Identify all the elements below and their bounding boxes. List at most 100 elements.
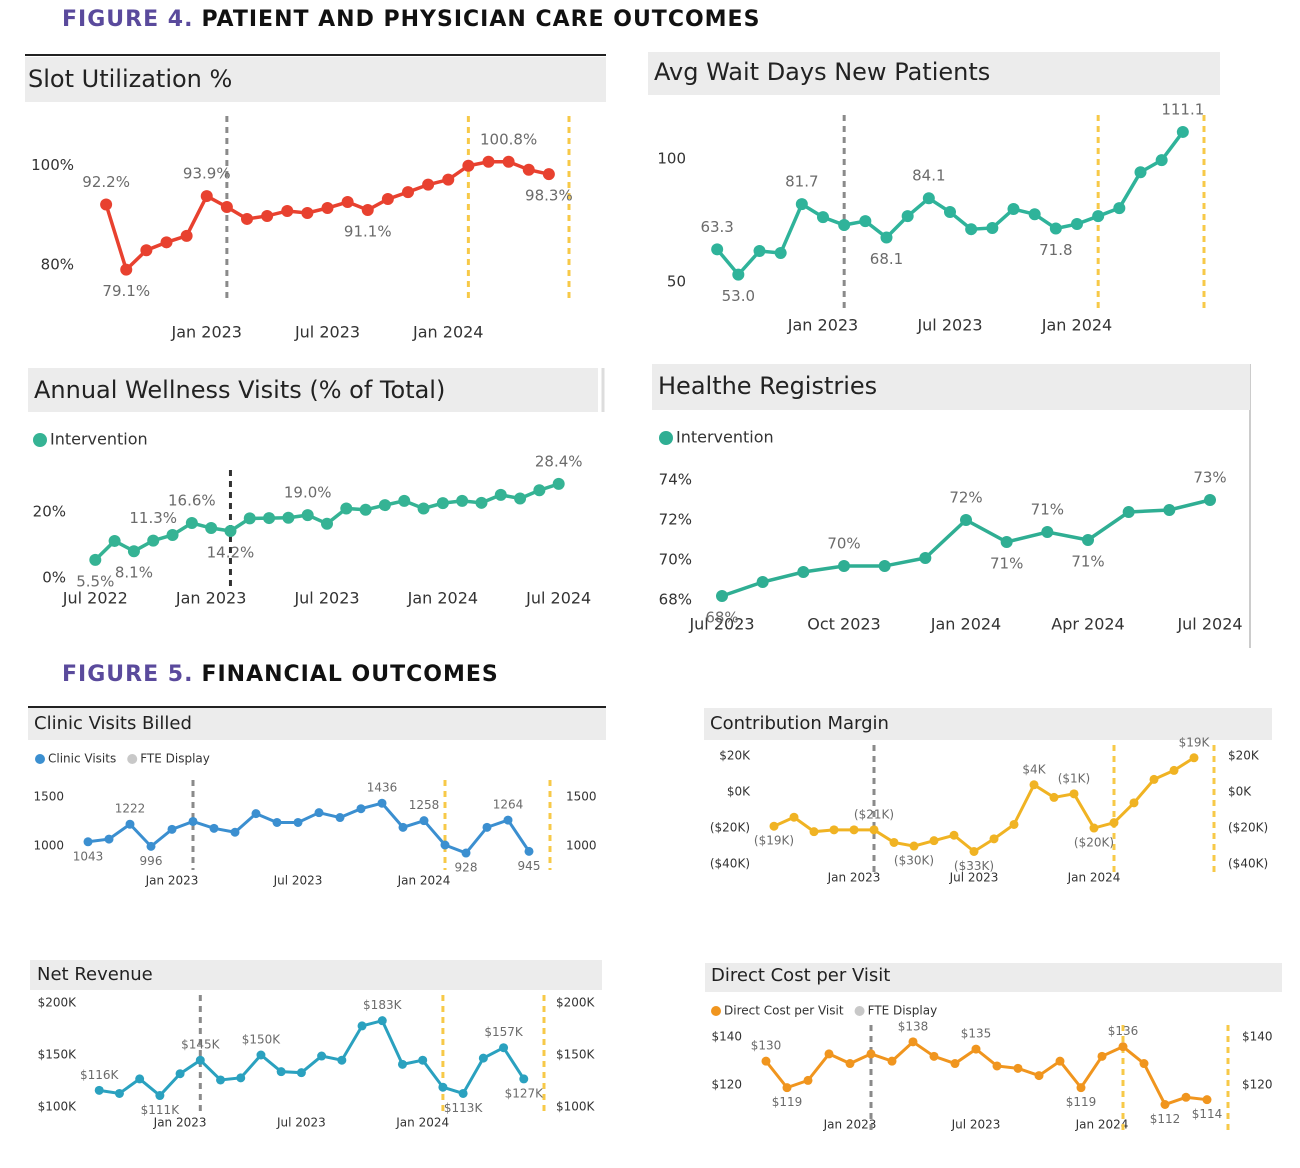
- y-tick-label: 72%: [659, 511, 692, 529]
- data-point: [1155, 154, 1168, 167]
- data-point: [522, 163, 535, 176]
- data-point: [950, 1059, 960, 1069]
- data-point: [1097, 1051, 1107, 1061]
- data-label: 28.4%: [535, 452, 583, 470]
- figure-heading: FIGURE 4. PATIENT AND PHYSICIAN CARE OUTC…: [62, 7, 760, 32]
- data-point: [104, 834, 114, 844]
- data-point: [185, 517, 198, 530]
- y2-tick-label: $20K: [1228, 748, 1260, 762]
- data-label: 19.0%: [284, 484, 332, 502]
- data-point: [1028, 208, 1041, 221]
- data-point: [1134, 166, 1147, 179]
- data-point: [398, 494, 411, 507]
- data-point: [929, 836, 939, 846]
- data-point: [175, 1069, 185, 1079]
- data-point: [901, 210, 914, 223]
- data-point: [1204, 494, 1216, 506]
- data-point: [359, 503, 372, 516]
- legend-marker: [711, 1006, 721, 1016]
- data-point: [276, 1067, 286, 1077]
- y-tick-label: $100K: [38, 1099, 78, 1113]
- data-label: $145K: [181, 1038, 221, 1052]
- data-label: ($1K): [1058, 771, 1091, 785]
- x-tick-label: Jul 2022: [62, 589, 128, 608]
- data-label: $4K: [1022, 762, 1046, 776]
- data-label: 1222: [115, 802, 146, 816]
- data-label: $113K: [444, 1101, 484, 1115]
- data-point: [1163, 504, 1176, 516]
- data-point: [436, 497, 449, 510]
- x-tick-label: Jul 2024: [1176, 615, 1242, 634]
- data-point: [756, 576, 769, 588]
- data-point: [1169, 765, 1179, 775]
- data-point: [482, 155, 495, 168]
- data-label: $116K: [80, 1068, 120, 1082]
- figure-title: PATIENT AND PHYSICIAN CARE OUTCOMES: [201, 7, 760, 32]
- data-label: 5.5%: [76, 572, 114, 590]
- data-point: [986, 221, 999, 234]
- data-point: [236, 1073, 246, 1083]
- data-point: [494, 488, 507, 501]
- title-box: [28, 708, 606, 740]
- data-point: [1189, 753, 1199, 763]
- data-point: [1029, 780, 1039, 790]
- y2-tick-label: $100K: [556, 1099, 596, 1113]
- legend-marker: [127, 754, 138, 764]
- chart-title: Slot Utilization %: [28, 65, 232, 93]
- data-point: [845, 1059, 855, 1069]
- chart-title: Net Revenue: [37, 964, 153, 985]
- data-point: [542, 168, 555, 181]
- data-point: [478, 1053, 488, 1063]
- data-point: [869, 825, 879, 835]
- legend-label: Intervention: [50, 430, 148, 449]
- figure-heading: FIGURE 5. FINANCIAL OUTCOMES: [62, 662, 499, 687]
- title-box: [705, 963, 1282, 992]
- chart-title: Clinic Visits Billed: [34, 713, 192, 734]
- data-point: [94, 1085, 104, 1095]
- series-line: [773, 756, 1195, 854]
- data-point: [147, 534, 160, 547]
- data-point: [774, 247, 787, 260]
- data-point: [866, 1049, 876, 1059]
- y-tick-label: 1000: [33, 838, 64, 852]
- data-point: [809, 827, 819, 837]
- data-label: 928: [455, 861, 478, 875]
- title-box: [652, 364, 1250, 410]
- legend-marker: [33, 433, 47, 447]
- data-point: [1129, 798, 1139, 808]
- y-tick-label: 50: [667, 272, 686, 290]
- data-point: [519, 1074, 529, 1084]
- data-point: [711, 243, 724, 256]
- data-point: [256, 1050, 266, 1060]
- data-point: [769, 821, 779, 831]
- data-point: [140, 244, 153, 257]
- data-point: [475, 496, 488, 509]
- data-point: [499, 1043, 509, 1053]
- data-point: [817, 211, 829, 224]
- data-point: [849, 825, 859, 835]
- legend-label: Intervention: [676, 428, 774, 447]
- data-label: 71%: [990, 555, 1023, 573]
- y2-tick-label: 1000: [566, 838, 597, 852]
- data-point: [1122, 506, 1135, 518]
- data-label: 16.6%: [168, 492, 216, 510]
- data-point: [503, 815, 513, 825]
- data-label: $19K: [1179, 735, 1211, 749]
- data-label: 92.2%: [82, 173, 130, 191]
- data-label: 68%: [705, 609, 738, 627]
- data-label: $183K: [363, 998, 403, 1012]
- y2-tick-label: $0K: [1228, 785, 1252, 799]
- data-label: $119: [772, 1095, 803, 1109]
- y-tick-label: 0%: [42, 569, 66, 587]
- data-point: [1071, 218, 1083, 231]
- data-point: [1176, 125, 1189, 138]
- data-point: [220, 201, 233, 214]
- data-point: [1149, 774, 1159, 784]
- data-label: 81.7: [785, 173, 818, 191]
- x-tick-label: Jan 2023: [823, 1118, 877, 1132]
- data-point: [965, 223, 978, 236]
- data-point: [200, 190, 213, 203]
- data-point: [224, 524, 237, 537]
- chart-title: Annual Wellness Visits (% of Total): [34, 376, 445, 404]
- data-point: [1069, 789, 1079, 799]
